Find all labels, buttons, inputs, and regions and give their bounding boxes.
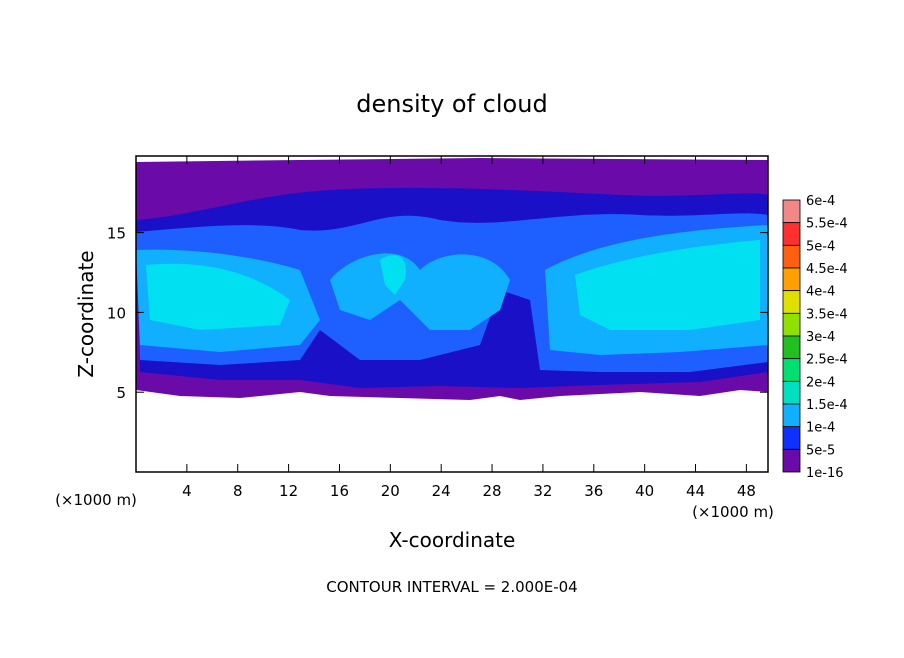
y-tick-label: 15 — [107, 225, 126, 243]
colorbar-label: 5e-5 — [806, 443, 835, 458]
chart-title: density of cloud — [356, 90, 547, 118]
colorbar-label: 4e-4 — [806, 285, 835, 300]
x-tick-label: 40 — [635, 482, 654, 500]
colorbar-label: 2.5e-4 — [806, 353, 848, 368]
x-tick-label: 20 — [381, 482, 400, 500]
x-tick-label: 48 — [737, 482, 756, 500]
colorbar-box — [782, 222, 801, 246]
x-tick-label: 32 — [533, 482, 552, 500]
colorbar-label: 4.5e-4 — [806, 262, 848, 277]
colorbar-label: 3.5e-4 — [806, 307, 848, 322]
contour-note: CONTOUR INTERVAL = 2.000E-04 — [326, 578, 577, 596]
x-unit: (×1000 m) — [692, 503, 774, 521]
y-axis-label: Z-coordinate — [74, 250, 98, 377]
y-tick-label: 10 — [107, 304, 126, 322]
colorbar-box — [782, 267, 801, 292]
x-tick-label: 24 — [432, 482, 451, 500]
colorbar-box — [782, 312, 801, 337]
x-tick-label: 44 — [686, 482, 705, 500]
colorbar-label: 5.5e-4 — [806, 217, 848, 232]
x-tick-label: 16 — [330, 482, 349, 500]
plot-frame — [135, 155, 769, 473]
x-tick-label: 12 — [279, 482, 298, 500]
colorbar-label: 5e-4 — [806, 239, 835, 254]
colorbar-box — [782, 448, 801, 473]
x-tick-label: 28 — [483, 482, 502, 500]
colorbar-label: 2e-4 — [806, 375, 835, 390]
colorbar-box — [782, 403, 801, 428]
contour-field — [136, 158, 768, 400]
colorbar-box — [782, 244, 801, 269]
colorbar-label: 1e-16 — [806, 466, 844, 481]
x-tick-label: 8 — [233, 482, 243, 500]
colorbar-box — [782, 358, 801, 382]
colorbar-box — [782, 290, 801, 314]
colorbar-label: 6e-4 — [806, 194, 835, 209]
x-axis-label: X-coordinate — [389, 528, 516, 552]
colorbar-label: 1e-4 — [806, 421, 835, 436]
colorbar-label: 1.5e-4 — [806, 398, 848, 413]
colorbar-box — [782, 199, 801, 224]
colorbar-label: 3e-4 — [806, 330, 835, 345]
z-unit: (×1000 m) — [55, 491, 137, 509]
colorbar-box — [782, 335, 801, 360]
x-tick-label: 4 — [182, 482, 192, 500]
colorbar-box — [782, 380, 801, 405]
y-tick-label: 5 — [116, 384, 126, 402]
x-tick-label: 36 — [584, 482, 603, 500]
colorbar-box — [782, 426, 801, 450]
